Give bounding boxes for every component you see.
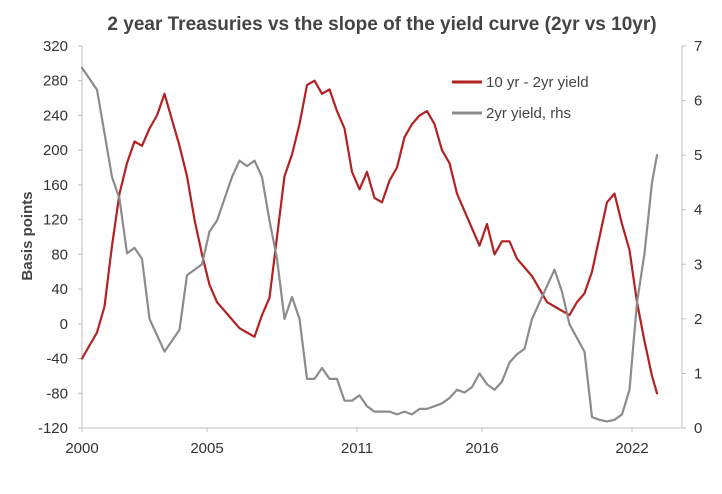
y-tick-label: 80 [51,246,68,263]
y2-tick-label: 4 [694,202,702,219]
x-tick-label: 2011 [341,440,373,457]
legend-label: 2yr yield, rhs [486,105,571,122]
y-tick-label: 320 [43,38,68,55]
y2-tick-label: 0 [694,420,702,437]
legend: 10 yr - 2yr yield 2yr yield, rhs [452,74,589,122]
y2-tick-label: 3 [694,256,702,273]
y2-tick-label: 6 [694,93,702,110]
x-tick-label: 2016 [465,440,498,457]
y-tick-label: 200 [43,142,68,159]
y2-tick-label: 7 [694,38,702,55]
y-tick-label: -80 [46,385,68,402]
x-tick-label: 2022 [615,440,648,457]
y2-tick-label: 5 [694,147,702,164]
y-tick-label: 0 [60,316,68,333]
y-axis-label: Basis points [19,191,36,280]
y-tick-label: 280 [43,73,68,90]
y-tick-label: 160 [43,177,68,194]
y-tick-label: 240 [43,107,68,124]
y-tick-label: 40 [51,281,68,298]
y2-tick-label: 1 [694,365,702,382]
series-line-10yr-2yr-spread [80,79,659,395]
x-tick-label: 2000 [65,440,98,457]
y-tick-label: -40 [46,351,68,368]
axes: -120 -80 -40 0 40 80 120 160 200 240 280 320 0 1 2 3 4 5 6… [38,38,702,457]
series-line-2yr-yield [80,66,659,423]
x-tick-label: 2005 [190,440,223,457]
legend-label: 10 yr - 2yr yield [486,74,589,91]
y2-tick-label: 2 [694,311,702,328]
y-tick-label: 120 [43,212,68,229]
series-layer [80,66,659,423]
y-tick-label: -120 [38,420,68,437]
chart-title: 2 year Treasuries vs the slope of the yi… [107,14,656,35]
